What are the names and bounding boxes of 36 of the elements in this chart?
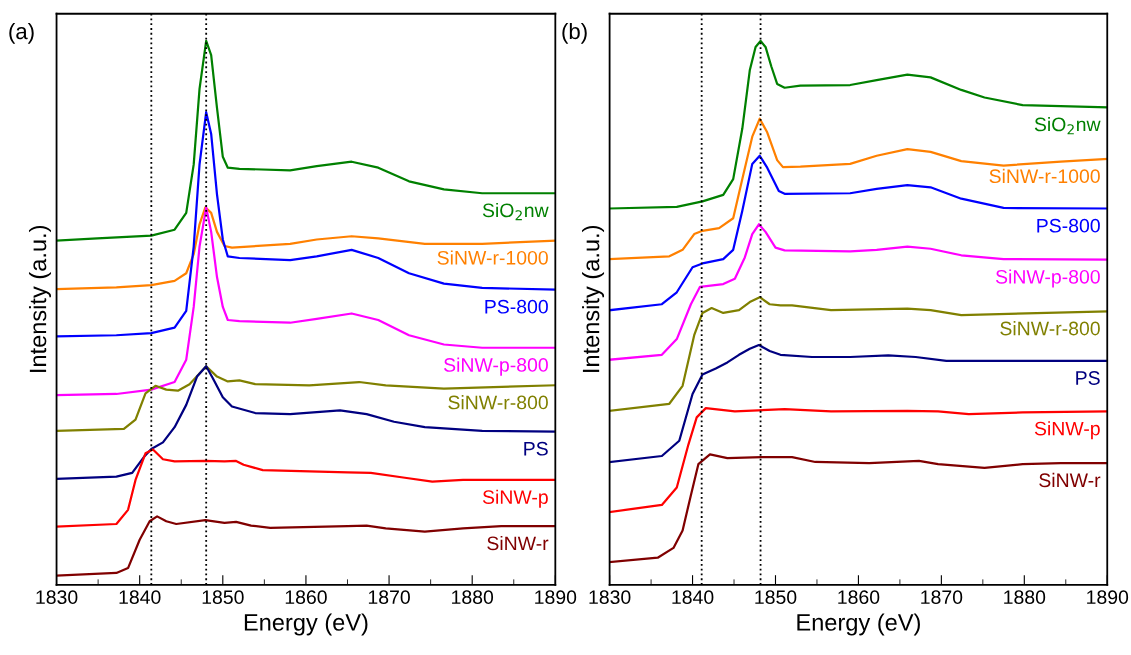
series-label: SiNW-p <box>1034 421 1100 440</box>
x-tick-label: 1870 <box>368 590 410 605</box>
y-axis-title: Intensity (a.u.) <box>582 226 605 372</box>
x-tick-label: 1850 <box>202 590 244 605</box>
x-tick-label: 1880 <box>452 590 494 605</box>
x-tick-label: 1880 <box>1004 590 1046 605</box>
y-axis-title: Intensity (a.u.) <box>28 226 51 372</box>
series-label: SiNW-r-800 <box>1000 321 1100 336</box>
series-label: PS <box>1076 371 1100 385</box>
x-tick-label: 1850 <box>755 590 797 605</box>
x-tick-label: 1830 <box>589 590 631 605</box>
x-tick-label: 1840 <box>672 590 714 605</box>
series-label: SiNW-p-800 <box>444 357 548 376</box>
series-label: SiNW-r-800 <box>448 395 548 410</box>
x-tick-label: 1890 <box>535 590 577 605</box>
chart-title: (b) <box>562 22 587 44</box>
x-tick-label: 1870 <box>921 590 963 605</box>
x-tick-label: 1840 <box>119 590 161 605</box>
x-axis-title: Energy (eV) <box>797 613 920 636</box>
series-label: PS <box>524 441 548 456</box>
series-label: SiNW-r-1000 <box>989 168 1100 184</box>
series-label: SiNW-r-1000 <box>437 250 548 265</box>
x-tick-label: 1860 <box>838 590 880 605</box>
x-tick-label: 1890 <box>1087 590 1129 605</box>
series-label: SiO$_{2}$nw <box>482 202 549 221</box>
x-axis-title: Energy (eV) <box>244 613 368 636</box>
x-tick-label: 1860 <box>285 590 327 605</box>
series-label: SiNW-r <box>1039 472 1101 488</box>
series-label: PS-800 <box>485 299 548 314</box>
series-label: SiNW-p <box>482 489 548 508</box>
chart-title: (a) <box>9 22 34 44</box>
x-tick-label: 1830 <box>36 590 78 605</box>
series-label: PS-800 <box>1037 218 1100 233</box>
series-label: SiO$_{2}$nw <box>1034 117 1101 135</box>
series-label: SiNW-p-800 <box>995 269 1100 288</box>
series-label: SiNW-r <box>487 535 549 551</box>
